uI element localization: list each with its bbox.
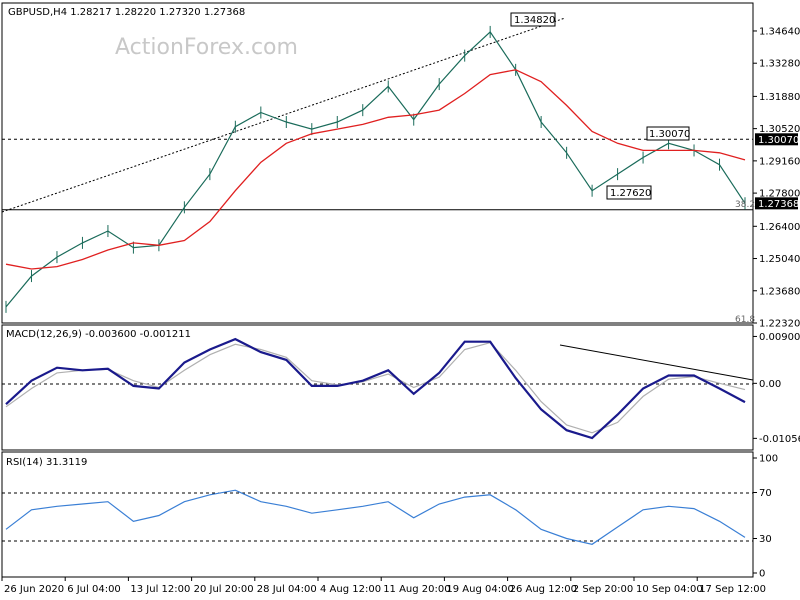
macd-axis-tick-label: 0.009003 — [759, 332, 800, 343]
price-axis-tick-label: 1.23680 — [759, 286, 800, 297]
watermark-text: ActionForex.com — [115, 35, 298, 60]
x-axis-label: 26 Aug 12:00 — [510, 584, 577, 595]
x-axis-label: 26 Jun 2020 — [4, 584, 64, 595]
price-axis-tick-label: 1.29160 — [759, 156, 800, 167]
x-axis-label: 11 Aug 20:00 — [383, 584, 450, 595]
x-axis: 26 Jun 2020 6 Jul 04:00 13 Jul 12:00 20 Jul… — [1, 577, 766, 595]
x-axis-label: 19 Aug 04:00 — [446, 584, 513, 595]
price-axis-tick-label: 1.34640 — [759, 26, 800, 37]
macd-title: MACD(12,26,9) -0.003600 -0.001211 — [6, 329, 191, 340]
price-axis-tick-label: 1.27800 — [759, 189, 800, 200]
macd-axis-tick-label: -0.010566 — [759, 434, 800, 445]
price-line — [5, 30, 746, 308]
rsi-panel-frame — [1, 451, 754, 578]
rsi-axis: 100 70 30 0 — [753, 454, 778, 580]
macd-downtrend-line — [559, 344, 754, 381]
callout-high: 1.34820 — [510, 12, 556, 27]
x-axis-label: 6 Jul 04:00 — [67, 584, 121, 595]
x-axis-label: 17 Sep 12:00 — [699, 584, 766, 595]
moving-average-line — [5, 69, 746, 270]
x-axis-label: 2 Sep 20:00 — [573, 584, 633, 595]
price-axis-tick-label: 1.33280 — [759, 59, 800, 70]
callout-low-label: 1.27620 — [610, 188, 651, 199]
current-price-tag: 1.27368 — [755, 197, 799, 210]
price-axis-tick-label: 1.26400 — [759, 222, 800, 233]
current-price-tag-text: 1.27368 — [758, 199, 799, 210]
callout-mid-label: 1.30070 — [649, 129, 690, 140]
rsi-axis-tick-label: 0 — [759, 569, 765, 580]
fib-618-label: 61.8 — [735, 315, 755, 325]
price-panel-frame — [1, 2, 754, 324]
rsi-line — [5, 489, 746, 545]
x-axis-label: 20 Jul 20:00 — [194, 584, 254, 595]
symbol-header: GBPUSD,H4 1.28217 1.28220 1.27320 1.2736… — [8, 7, 245, 18]
callout-mid: 1.30070 — [646, 126, 690, 141]
macd-signal-line — [5, 342, 746, 434]
callout-low: 1.27620 — [606, 185, 652, 200]
fib-382-label: 38.2 — [735, 200, 755, 210]
macd-axis-tick-label: 0.00 — [759, 379, 781, 390]
macd-axis: 0.009003 0.00 -0.010566 — [753, 332, 800, 445]
rsi-axis-tick-label: 30 — [759, 534, 772, 545]
price-axis: 1.34640 1.33280 1.31880 1.30520 1.29160 1.278… — [753, 26, 800, 330]
resistance-price-tag: 1.30070 — [755, 133, 799, 146]
macd-panel-frame — [1, 324, 754, 451]
rsi-title: RSI(14) 31.3119 — [6, 457, 87, 468]
price-axis-tick-label: 1.22320 — [759, 319, 800, 330]
price-axis-tick-label: 1.31880 — [759, 92, 800, 103]
rsi-axis-tick-label: 100 — [759, 454, 778, 465]
x-axis-label: 10 Sep 04:00 — [636, 584, 703, 595]
price-axis-tick-label: 1.30520 — [759, 124, 800, 135]
rsi-axis-tick-label: 70 — [759, 488, 772, 499]
macd-line — [5, 337, 746, 440]
resistance-price-tag-text: 1.30070 — [758, 135, 799, 146]
callout-high-label: 1.34820 — [514, 15, 555, 26]
x-axis-label: 28 Jul 04:00 — [257, 584, 317, 595]
x-axis-label: 4 Aug 12:00 — [320, 584, 381, 595]
price-axis-tick-label: 1.25040 — [759, 254, 800, 265]
x-axis-label: 13 Jul 12:00 — [130, 584, 190, 595]
